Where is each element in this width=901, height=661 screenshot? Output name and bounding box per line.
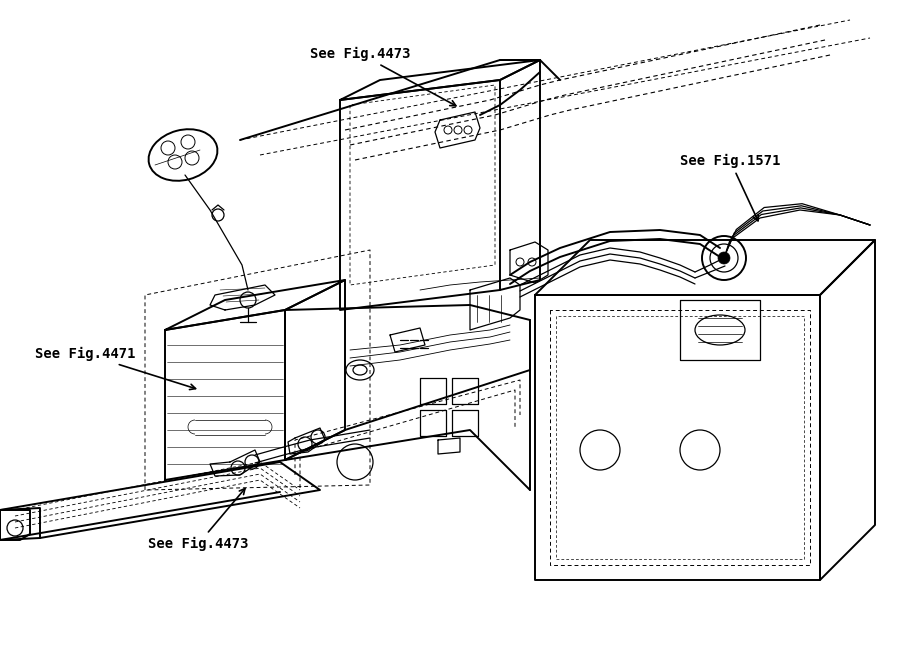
Text: See Fig.4473: See Fig.4473 (310, 47, 456, 106)
Circle shape (718, 252, 730, 264)
Text: See Fig.4473: See Fig.4473 (148, 488, 249, 551)
Text: See Fig.1571: See Fig.1571 (680, 154, 780, 221)
Text: See Fig.4471: See Fig.4471 (35, 347, 196, 389)
